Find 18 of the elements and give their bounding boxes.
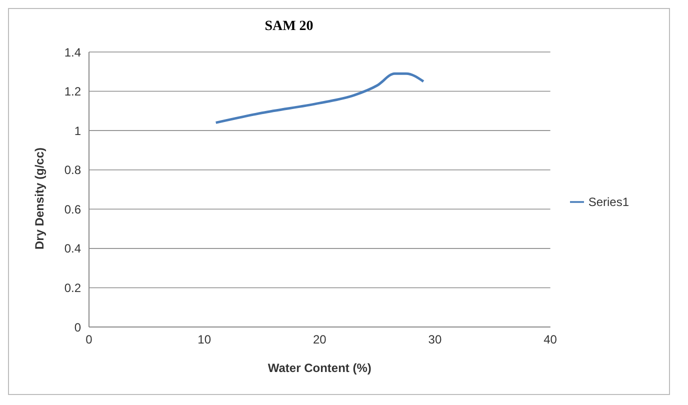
y-axis-title: Dry Density (g/cc): [32, 147, 46, 250]
y-tick-label: 0.4: [64, 242, 82, 256]
x-tick-label: 30: [428, 332, 442, 347]
x-tick-label: 0: [86, 332, 93, 347]
x-tick-label: 40: [544, 332, 558, 347]
y-tick-label: 1.2: [64, 84, 82, 99]
chart-title: SAM 20: [264, 19, 314, 35]
y-tick-label: 1: [74, 124, 82, 138]
y-tick-label: 0: [74, 320, 82, 334]
legend-label: Series1: [588, 194, 629, 209]
y-tick-label: 1.4: [64, 45, 82, 60]
x-tick-label: 20: [312, 332, 327, 347]
y-tick-label: 0.6: [64, 202, 82, 216]
y-tick-label: 0.8: [64, 163, 82, 178]
x-axis-title: Water Content (%): [268, 361, 372, 375]
x-tick-label: 10: [198, 332, 212, 347]
line-series: [214, 72, 425, 124]
y-tick-label: 0.2: [64, 280, 82, 295]
